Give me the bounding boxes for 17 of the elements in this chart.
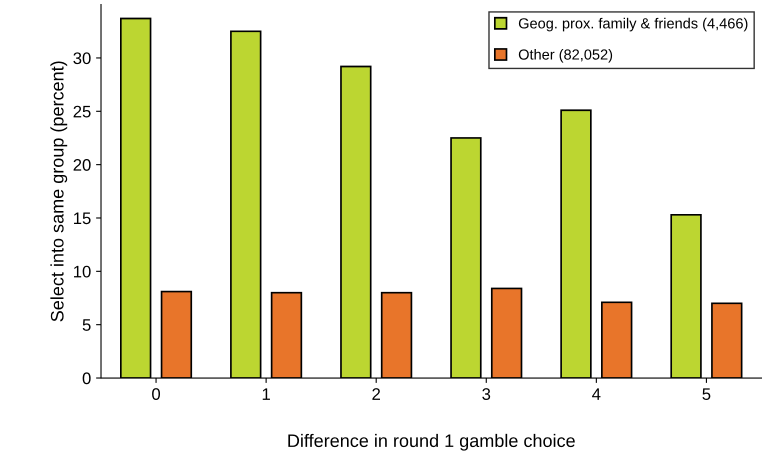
x-tick-label: 1 bbox=[262, 388, 270, 400]
legend-label: Geog. prox. family & friends (4,466) bbox=[518, 18, 748, 32]
x-tick-label: 3 bbox=[482, 388, 490, 400]
y-axis-title: Select into same group (percent) bbox=[50, 61, 68, 322]
x-tick-label: 4 bbox=[592, 388, 600, 400]
y-tick-label: 0 bbox=[82, 372, 91, 384]
x-tick-label: 2 bbox=[372, 388, 380, 400]
y-tick-label: 20 bbox=[74, 159, 91, 171]
y-tick-label: 30 bbox=[73, 52, 91, 64]
y-tick-label: 25 bbox=[74, 106, 91, 118]
x-axis-title: Difference in round 1 gamble choice bbox=[288, 434, 575, 451]
y-tick-label: 15 bbox=[74, 212, 91, 224]
x-tick-label: 0 bbox=[152, 388, 160, 400]
x-tick-label: 5 bbox=[702, 388, 710, 400]
y-tick-label: 5 bbox=[82, 319, 91, 331]
y-tick-label: 10 bbox=[74, 266, 91, 278]
legend-label: Other (82,052) bbox=[518, 48, 612, 63]
